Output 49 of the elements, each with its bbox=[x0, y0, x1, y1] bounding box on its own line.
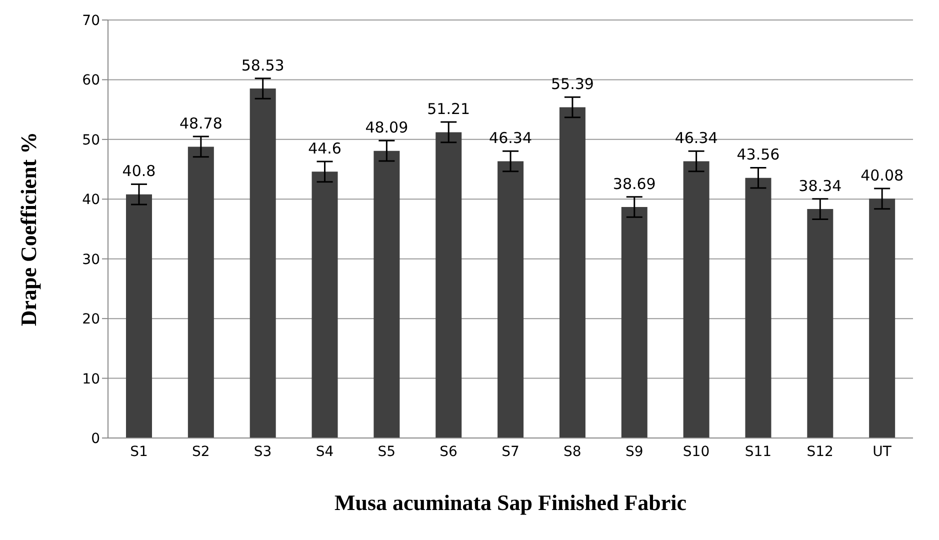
data-label: 46.34 bbox=[674, 129, 718, 148]
bar bbox=[374, 150, 400, 438]
y-tick-label: 20 bbox=[82, 312, 100, 328]
bar bbox=[869, 198, 896, 438]
x-tick-label: S8 bbox=[564, 444, 582, 460]
x-tick-label: S2 bbox=[192, 444, 210, 460]
y-tick-label: 60 bbox=[82, 72, 100, 89]
x-tick-label: S11 bbox=[744, 444, 772, 460]
bar bbox=[126, 194, 152, 438]
data-label: 48.09 bbox=[365, 118, 408, 137]
bar bbox=[683, 161, 710, 438]
data-label: 38.34 bbox=[798, 176, 842, 195]
bar bbox=[745, 178, 772, 438]
bar bbox=[188, 146, 214, 438]
x-tick-label: S9 bbox=[625, 444, 644, 460]
x-axis-title: Musa acuminata Sap Finished Fabric bbox=[334, 490, 687, 515]
bar bbox=[621, 206, 648, 438]
x-tick-label: S6 bbox=[440, 444, 458, 460]
x-tick-label: S4 bbox=[316, 444, 334, 460]
x-tick-label: S7 bbox=[502, 444, 520, 460]
y-tick-label: 30 bbox=[82, 252, 100, 268]
data-label: 44.6 bbox=[308, 140, 342, 158]
x-tick-label: UT bbox=[872, 444, 892, 460]
y-axis-title: Drape Coefficient % bbox=[16, 132, 41, 326]
data-label: 48.78 bbox=[179, 114, 222, 133]
bar bbox=[250, 88, 276, 438]
data-label: 51.21 bbox=[427, 100, 470, 118]
bar bbox=[498, 161, 524, 438]
y-tick-label: 40 bbox=[82, 192, 100, 208]
y-tick-label: 10 bbox=[82, 371, 100, 388]
bar bbox=[559, 107, 586, 438]
data-label: 40.08 bbox=[860, 166, 904, 185]
y-tick-label: 50 bbox=[82, 132, 100, 148]
x-tick-label: S10 bbox=[682, 444, 710, 460]
y-tick-label: 0 bbox=[91, 430, 100, 447]
bar bbox=[436, 132, 462, 438]
data-label: 55.39 bbox=[550, 75, 594, 94]
x-tick-label: S5 bbox=[378, 444, 396, 460]
data-label: 46.34 bbox=[489, 129, 532, 148]
bar bbox=[312, 172, 338, 438]
bar bbox=[807, 209, 834, 438]
data-label: 38.69 bbox=[612, 174, 656, 193]
data-label: 43.56 bbox=[736, 146, 780, 164]
x-tick-label: S1 bbox=[130, 444, 148, 460]
data-label: 40.8 bbox=[122, 162, 156, 180]
x-tick-label: S3 bbox=[254, 444, 272, 460]
x-tick-label: S12 bbox=[806, 444, 834, 460]
y-tick-label: 70 bbox=[82, 12, 100, 29]
data-label: 58.53 bbox=[241, 56, 284, 74]
